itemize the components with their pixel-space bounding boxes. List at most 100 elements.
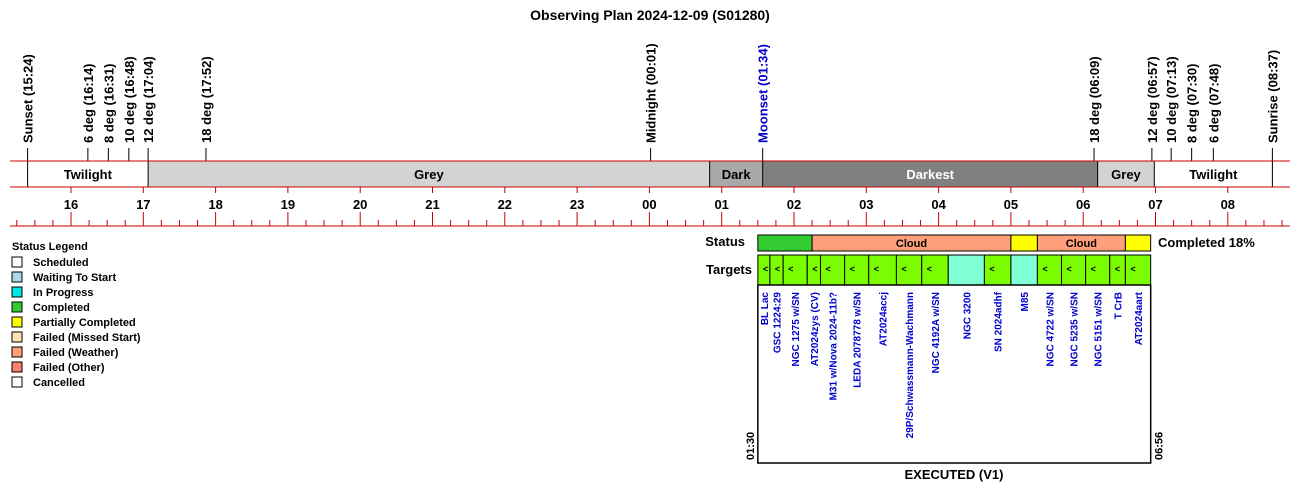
target-name: NGC 1275 w/SN <box>791 292 802 366</box>
time-marker-label: 6 deg (16:14) <box>81 64 96 143</box>
target-status-mark: < <box>901 264 906 274</box>
target-block <box>782 254 808 286</box>
time-marker-label: Moonset (01:34) <box>756 44 771 143</box>
sky-band-label: Dark <box>722 167 752 182</box>
targets-row: Targets < BL Lac < GSC 1224:29 < NGC 1275 w/S… <box>706 254 1152 438</box>
legend-swatch <box>11 286 23 298</box>
hour-label: 19 <box>281 197 295 212</box>
target-name: AT2024accj <box>879 292 890 347</box>
target-status-mark: < <box>850 264 855 274</box>
legend-swatch <box>11 301 23 313</box>
target-status-mark: < <box>775 264 780 274</box>
target-name: NGC 5235 w/SN <box>1070 292 1081 366</box>
time-marker-label: Sunrise (08:37) <box>1265 50 1280 143</box>
target-name: BL Lac <box>760 292 771 326</box>
legend-swatch <box>11 271 23 283</box>
legend-item-label: Cancelled <box>33 377 85 389</box>
time-marker-label: 10 deg (07:13) <box>1164 56 1179 143</box>
target-status-mark: < <box>989 264 994 274</box>
sky-bands: Twilight Grey Dark Darkest Grey Twilight <box>10 160 1290 188</box>
hour-label: 23 <box>570 197 584 212</box>
status-segment-label: Cloud <box>896 238 927 250</box>
target-block <box>1085 254 1111 286</box>
sky-band-label: Twilight <box>64 167 113 182</box>
legend-swatch <box>11 361 23 373</box>
target-status-mark: < <box>788 264 793 274</box>
legend-item-label: Waiting To Start <box>33 272 116 284</box>
executed-window: EXECUTED (V1) 01:30 06:56 <box>745 284 1166 482</box>
target-status-mark: < <box>1042 264 1047 274</box>
target-status-mark: < <box>812 264 817 274</box>
target-status-mark: < <box>1091 264 1096 274</box>
target-block <box>895 254 923 286</box>
target-block <box>1010 254 1038 286</box>
hour-label: 20 <box>353 197 367 212</box>
status-segment <box>1124 234 1152 252</box>
legend-item-label: Failed (Other) <box>33 362 105 374</box>
hour-label: 22 <box>498 197 512 212</box>
hour-label: 17 <box>136 197 150 212</box>
chart-title: Observing Plan 2024-12-09 (S01280) <box>530 7 770 23</box>
target-name: T CrB <box>1114 292 1125 319</box>
legend-swatch <box>11 331 23 343</box>
sky-band <box>148 161 710 187</box>
legend-item-label: Failed (Weather) <box>33 347 119 359</box>
legend-item-label: In Progress <box>33 287 94 299</box>
status-row-label: Status <box>705 234 745 249</box>
target-status-mark: < <box>1115 264 1120 274</box>
executed-end-time: 06:56 <box>1154 432 1166 460</box>
legend-swatch <box>11 346 23 358</box>
target-name: LEDA 2078778 w/SN <box>853 292 864 388</box>
time-markers: Sunset (15:24) 6 deg (16:14) 8 deg (16:31)… <box>21 43 1280 161</box>
time-marker-label: 8 deg (07:30) <box>1185 64 1200 143</box>
time-marker-label: 18 deg (17:52) <box>199 56 214 143</box>
hour-label: 18 <box>208 197 222 212</box>
target-block <box>820 254 846 286</box>
time-marker-label: 6 deg (07:48) <box>1206 64 1221 143</box>
legend-item-label: Partially Completed <box>33 317 136 329</box>
legend-item-label: Failed (Missed Start) <box>33 332 141 344</box>
target-name: NGC 3200 <box>962 292 973 340</box>
targets-row-label: Targets <box>706 262 752 277</box>
target-status-mark: < <box>1067 264 1072 274</box>
time-marker-label: 12 deg (06:57) <box>1145 56 1160 143</box>
legend-swatch <box>11 316 23 328</box>
target-status-mark: < <box>874 264 879 274</box>
hour-label: 07 <box>1148 197 1162 212</box>
status-segment <box>1010 234 1038 252</box>
target-name: M31 w/Nova 2024-11b? <box>829 292 840 400</box>
time-marker-label: 10 deg (16:48) <box>122 56 137 143</box>
legend-swatch <box>11 376 23 388</box>
sky-band <box>27 161 149 187</box>
hour-label: 16 <box>64 197 78 212</box>
sky-band <box>1154 161 1273 187</box>
target-block <box>921 254 949 286</box>
sky-band-label: Grey <box>1111 167 1141 182</box>
time-marker-label: 8 deg (16:31) <box>101 64 116 143</box>
time-marker-label: Sunset (15:24) <box>21 54 36 143</box>
target-status-mark: < <box>927 264 932 274</box>
target-block <box>844 254 870 286</box>
hour-label: 08 <box>1221 197 1235 212</box>
executed-start-time: 01:30 <box>745 432 757 460</box>
hour-label: 02 <box>787 197 801 212</box>
target-block <box>947 254 985 286</box>
target-name: AT2024aart <box>1134 291 1145 345</box>
hour-label: 21 <box>425 197 439 212</box>
target-status-mark: < <box>1130 264 1135 274</box>
hour-label: 03 <box>859 197 873 212</box>
target-block <box>983 254 1012 286</box>
executed-label: EXECUTED (V1) <box>905 467 1004 482</box>
status-legend: Status Legend Scheduled Waiting To Start I… <box>11 241 141 389</box>
legend-item-label: Scheduled <box>33 257 89 269</box>
sky-band <box>762 161 1098 187</box>
time-marker-label: 12 deg (17:04) <box>141 56 156 143</box>
target-block <box>1061 254 1087 286</box>
target-status-mark: < <box>826 264 831 274</box>
status-segment-label: Cloud <box>1066 238 1097 250</box>
target-name: NGC 4192A w/SN <box>931 292 942 373</box>
time-marker-label: 18 deg (06:09) <box>1087 56 1102 143</box>
legend-swatch <box>11 256 23 268</box>
hour-label: 06 <box>1076 197 1090 212</box>
